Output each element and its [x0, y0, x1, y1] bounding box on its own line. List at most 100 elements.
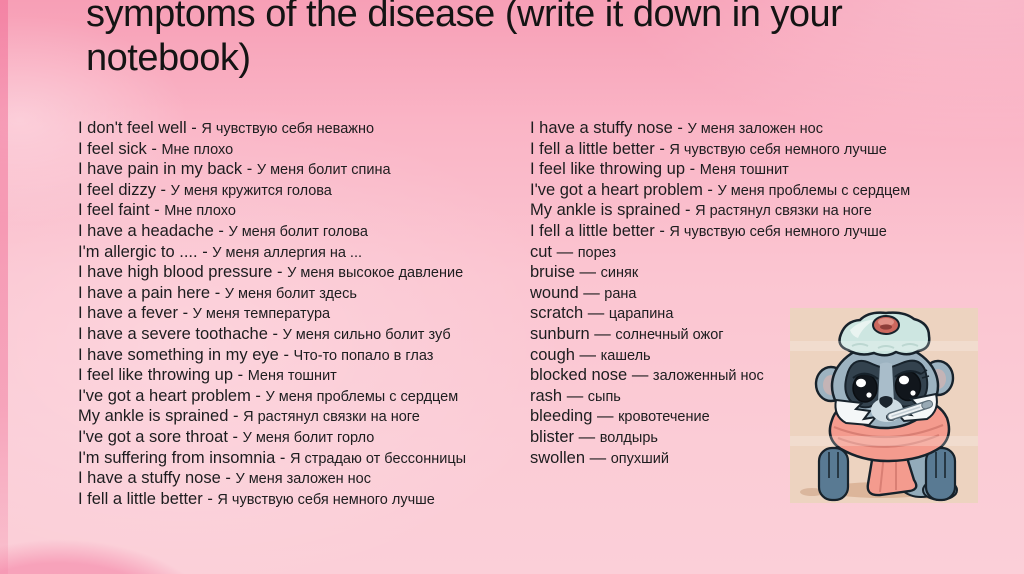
phrase-ru: Мне плохо [161, 141, 234, 158]
phrase-ru: Меня тошнит [699, 162, 789, 179]
phrase-separator: — [627, 366, 653, 385]
phrase-ru: У меня болит голова [228, 223, 368, 240]
phrase-line: I fell a little better - Я чувствую себя… [530, 139, 910, 160]
phrase-line: I've got a sore throat - У меня болит го… [78, 427, 466, 448]
phrase-ru: заложенный нос [652, 368, 764, 385]
phrase-line: I fell a little better - Я чувствую себя… [530, 221, 910, 242]
phrase-line: scratch — царапина [530, 303, 910, 324]
phrase-separator: - [242, 160, 257, 179]
phrase-line: I've got a heart problem - У меня пробле… [78, 386, 466, 407]
phrase-ru: кашель [600, 347, 651, 364]
raccoon-paw-left [817, 446, 850, 502]
sick-raccoon-image [790, 308, 978, 503]
phrase-ru: У меня заложен нос [687, 121, 823, 137]
symptoms-column-left: I don't feel well - Я чувствую себя нева… [78, 118, 466, 509]
phrase-en: I feel like throwing up [78, 366, 234, 385]
phrase-line: I don't feel well - Я чувствую себя нева… [78, 118, 466, 139]
phrase-ru: сыпь [587, 388, 621, 405]
phrase-ru: царапина [608, 306, 674, 323]
phrase-ru: порез [577, 244, 617, 261]
phrase-separator: — [574, 345, 601, 364]
phrase-line: I have a pain here - У меня болит здесь [78, 283, 466, 304]
slide-title: symptoms of the disease (write it down i… [86, 0, 843, 79]
phrase-line: I have pain in my back - У меня болит сп… [78, 159, 466, 180]
phrase-ru: Я растянул связки на ноге [695, 203, 872, 220]
phrase-en: I fell a little better [530, 221, 655, 240]
phrase-separator: - [267, 324, 283, 343]
phrase-separator: — [585, 448, 611, 467]
phrase-ru: опухший [610, 450, 669, 467]
phrase-separator: - [680, 201, 696, 220]
phrase-line: I have a severe toothache - У меня сильн… [78, 324, 466, 345]
phrase-separator: — [574, 263, 601, 282]
nose [879, 396, 893, 408]
phrase-ru: Мне плохо [164, 203, 236, 220]
phrase-ru: Я чувствую себя неважно [201, 121, 375, 137]
phrase-en: My ankle is sprained [78, 407, 229, 426]
phrase-separator: - [250, 386, 266, 405]
raccoon-paw-right [924, 446, 957, 502]
phrase-ru: У меня аллергия на ... [212, 244, 363, 261]
phrase-line: blister — волдырь [530, 427, 910, 448]
phrase-separator: — [562, 386, 588, 405]
phrase-separator: - [227, 427, 243, 446]
phrase-line: I feel like throwing up - Меня тошнит [530, 159, 910, 180]
phrase-separator: - [149, 201, 165, 220]
phrase-separator: - [685, 160, 700, 179]
phrase-ru: Меня тошнит [247, 368, 337, 385]
phrase-ru: солнечный ожог [615, 326, 724, 343]
phrase-en: bleeding [530, 407, 593, 426]
phrase-en: cut [530, 242, 553, 261]
raccoon-eyes [852, 369, 930, 403]
watermark-bands [790, 341, 978, 446]
phrase-ru: У меня проблемы с сердцем [717, 182, 911, 199]
phrase-ru: У меня проблемы с сердцем [265, 388, 459, 405]
phrase-en: rash [530, 386, 563, 405]
phrase-en: I fell a little better [78, 489, 203, 508]
phrase-ru: Что-то попало в глаз [293, 347, 434, 364]
phrase-en: scratch [530, 304, 584, 323]
phrase-ru: Я чувствую себя немного лучше [217, 491, 435, 508]
phrase-separator: — [583, 304, 609, 323]
symptoms-column-right: I have a stuffy nose - У меня заложен но… [530, 118, 910, 468]
phrase-line: I have a stuffy nose - У меня заложен но… [78, 468, 466, 489]
phrase-ru: У меня болит горло [242, 429, 375, 446]
phrase-line: I feel sick - Мне плохо [78, 139, 466, 160]
phrase-line: rash — сыпь [530, 386, 910, 407]
phrase-separator: — [578, 283, 605, 302]
phrase-en: I feel dizzy [78, 180, 156, 199]
phrase-line: I have something in my eye - Что-то попа… [78, 345, 466, 366]
phrase-separator: — [574, 427, 600, 446]
phrase-en: I've got a sore throat [78, 427, 228, 446]
phrase-en: wound [530, 283, 579, 302]
phrase-line: I'm suffering from insomnia - Я страдаю … [78, 448, 466, 469]
phrase-line: sunburn — солнечный ожог [530, 324, 910, 345]
phrase-separator: - [654, 221, 670, 240]
phrase-separator: - [275, 448, 290, 467]
phrase-line: My ankle is sprained - Я растянул связки… [530, 200, 910, 221]
phrase-line: wound — рана [530, 283, 910, 304]
ice-pack [838, 311, 931, 357]
phrase-line: blocked nose — заложенный нос [530, 365, 910, 386]
phrase-separator: - [220, 469, 236, 488]
phrase-line: I have a fever - У меня температура [78, 303, 466, 324]
phrase-separator: - [702, 180, 718, 199]
phrase-en: I have a headache [78, 221, 214, 240]
phrase-separator: - [177, 304, 193, 323]
phrase-ru: рана [604, 285, 637, 302]
phrase-separator: - [202, 489, 218, 508]
phrase-line: I feel like throwing up - Меня тошнит [78, 365, 466, 386]
phrase-ru: волдырь [599, 429, 658, 446]
phrase-separator: - [210, 283, 225, 302]
phrase-en: I have a stuffy nose [78, 469, 221, 488]
phrase-en: I'm suffering from insomnia [78, 448, 276, 467]
phrase-en: I have a pain here [78, 283, 211, 302]
phrase-separator: - [155, 180, 171, 199]
left-edge-decoration [0, 0, 8, 574]
phrase-en: I have a stuffy nose [530, 119, 673, 137]
phrase-line: bleeding — кровотечение [530, 406, 910, 427]
phrase-ru: Я страдаю от бессонницы [289, 450, 467, 467]
phrase-separator: - [197, 242, 213, 261]
phrase-separator: - [233, 366, 248, 385]
raccoon-head [814, 342, 955, 430]
